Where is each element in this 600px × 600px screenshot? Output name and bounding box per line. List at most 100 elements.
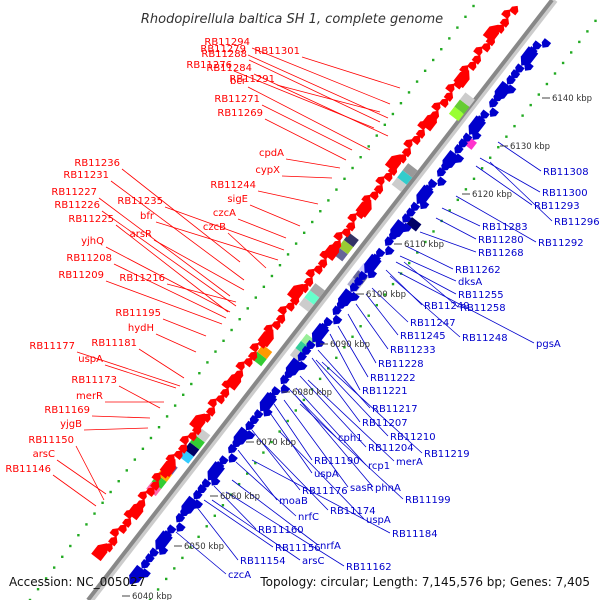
leader-line-forward — [164, 206, 285, 251]
gene-label-reverse: RB11207 — [362, 418, 408, 429]
guide-dot — [489, 156, 492, 159]
guide-dot — [278, 430, 281, 433]
guide-dot — [586, 30, 589, 33]
reverse-gene-arrow — [428, 178, 438, 189]
reverse-gene-arrow — [489, 107, 499, 117]
scale-ticks: 6040 kbp 6050 kbp 6060 kbp 6070 kbp 6080 kbp… — [122, 94, 592, 600]
accession-label: Accession: NC_005027 — [9, 575, 145, 589]
guide-dot — [359, 325, 362, 328]
leader-line-reverse — [237, 449, 278, 501]
gene-label-forward: bcr — [230, 76, 247, 87]
reverse-gene-arrow — [306, 339, 316, 350]
leader-line-reverse — [475, 165, 533, 206]
reverse-gene-arrow — [219, 455, 229, 465]
reverse-gene-arrow — [302, 345, 312, 356]
feature-block — [406, 217, 422, 232]
guide-dot — [456, 26, 459, 29]
reverse-gene-arrow — [162, 530, 173, 540]
forward-gene-arrow — [173, 450, 183, 460]
guide-dot — [190, 382, 193, 386]
leader-line-reverse — [299, 403, 404, 500]
leader-line-reverse — [403, 261, 459, 308]
gene-label-forward: RB11236 — [74, 158, 120, 169]
guide-dot — [141, 447, 145, 450]
forward-gene-arrow — [122, 518, 132, 528]
guide-dot — [133, 458, 137, 461]
feature-block — [402, 163, 418, 178]
reverse-gene-arrow — [267, 391, 277, 402]
leader-line-forward — [75, 445, 105, 501]
gene-label-forward: sigE — [227, 194, 248, 205]
gene-label-forward: cypX — [255, 165, 280, 176]
guide-dot — [351, 335, 354, 338]
gene-label-forward: czcA — [213, 208, 236, 219]
gene-label-forward: czcB — [203, 222, 226, 233]
leader-line-reverse — [399, 255, 457, 282]
leader-line-reverse — [307, 379, 395, 462]
forward-gene-arrow — [494, 24, 505, 34]
leader-line-reverse — [251, 459, 391, 534]
guide-dot — [181, 556, 184, 560]
forward-gene-arrow — [383, 172, 393, 183]
guide-dot — [399, 102, 403, 105]
leader-line-reverse — [315, 359, 389, 437]
gene-label-forward: RB11279 — [200, 44, 246, 55]
forward-gene-arrow — [473, 46, 483, 57]
guide-dot — [238, 318, 241, 321]
forward-gene-arrow — [271, 320, 281, 331]
forward-gene-arrow — [177, 444, 188, 454]
forward-gene-arrow — [165, 454, 175, 464]
guide-dot — [254, 461, 257, 465]
reverse-gene-arrows — [129, 38, 552, 585]
gene-label-reverse: RB11296 — [554, 217, 600, 228]
leader-line-reverse — [211, 499, 301, 561]
leader-line-reverse — [299, 375, 367, 448]
leader-line-forward — [113, 263, 227, 319]
gene-label-forward: RB11288 — [201, 49, 247, 60]
leader-line-forward — [285, 158, 341, 169]
forward-gene-arrow — [91, 543, 108, 562]
reverse-gene-arrow — [437, 176, 447, 187]
leader-line-forward — [166, 283, 237, 303]
forward-gene-arrow — [109, 528, 119, 538]
gene-label-forward: hydH — [128, 323, 154, 334]
forward-gene-arrow — [499, 18, 510, 28]
gene-label-reverse: RB11233 — [390, 345, 436, 356]
reverse-gene-arrow — [141, 568, 151, 578]
guide-dot — [319, 210, 322, 213]
scale-tick-label: 6060 kbp — [220, 492, 260, 502]
guide-dot — [302, 231, 306, 234]
leader-line-reverse — [435, 217, 477, 240]
guide-dot — [432, 230, 435, 233]
forward-gene-arrow — [286, 283, 304, 302]
forward-gene-arrow — [508, 5, 519, 16]
reverse-gene-arrow — [402, 213, 412, 223]
reverse-leader-lines — [175, 141, 553, 575]
reverse-gene-arrow — [176, 522, 186, 532]
gene-label-reverse: RB11258 — [460, 303, 506, 314]
guide-dot — [182, 393, 185, 396]
gene-label-reverse: RB11176 — [302, 486, 348, 497]
reverse-gene-arrow — [350, 291, 360, 302]
gene-label-reverse: RB11268 — [478, 248, 524, 259]
forward-gene-arrow — [205, 407, 216, 417]
leader-line-forward — [98, 197, 231, 297]
forward-gene-arrow — [317, 258, 328, 269]
guide-dot — [61, 555, 64, 558]
forward-gene-arrow — [137, 491, 147, 501]
topology-label: Topology: circular; Length: 7,145,576 bp… — [259, 575, 590, 589]
scale-tick-label: 6050 kbp — [184, 542, 224, 552]
gene-label-reverse: cph1 — [338, 433, 363, 444]
forward-gene-arrow — [103, 542, 113, 553]
gene-label-reverse: RB11228 — [378, 359, 424, 370]
feature-block — [454, 99, 470, 114]
leader-line-forward — [76, 351, 181, 387]
guide-dot — [286, 253, 290, 256]
gene-label-forward: RB11235 — [117, 196, 163, 207]
guide-dot — [537, 93, 540, 96]
gene-label-forward: arsC — [33, 449, 55, 460]
leader-line-reverse — [231, 479, 319, 546]
guide-dot — [408, 261, 411, 265]
gene-label-reverse: RB11247 — [410, 318, 456, 329]
feature-block — [397, 170, 413, 185]
